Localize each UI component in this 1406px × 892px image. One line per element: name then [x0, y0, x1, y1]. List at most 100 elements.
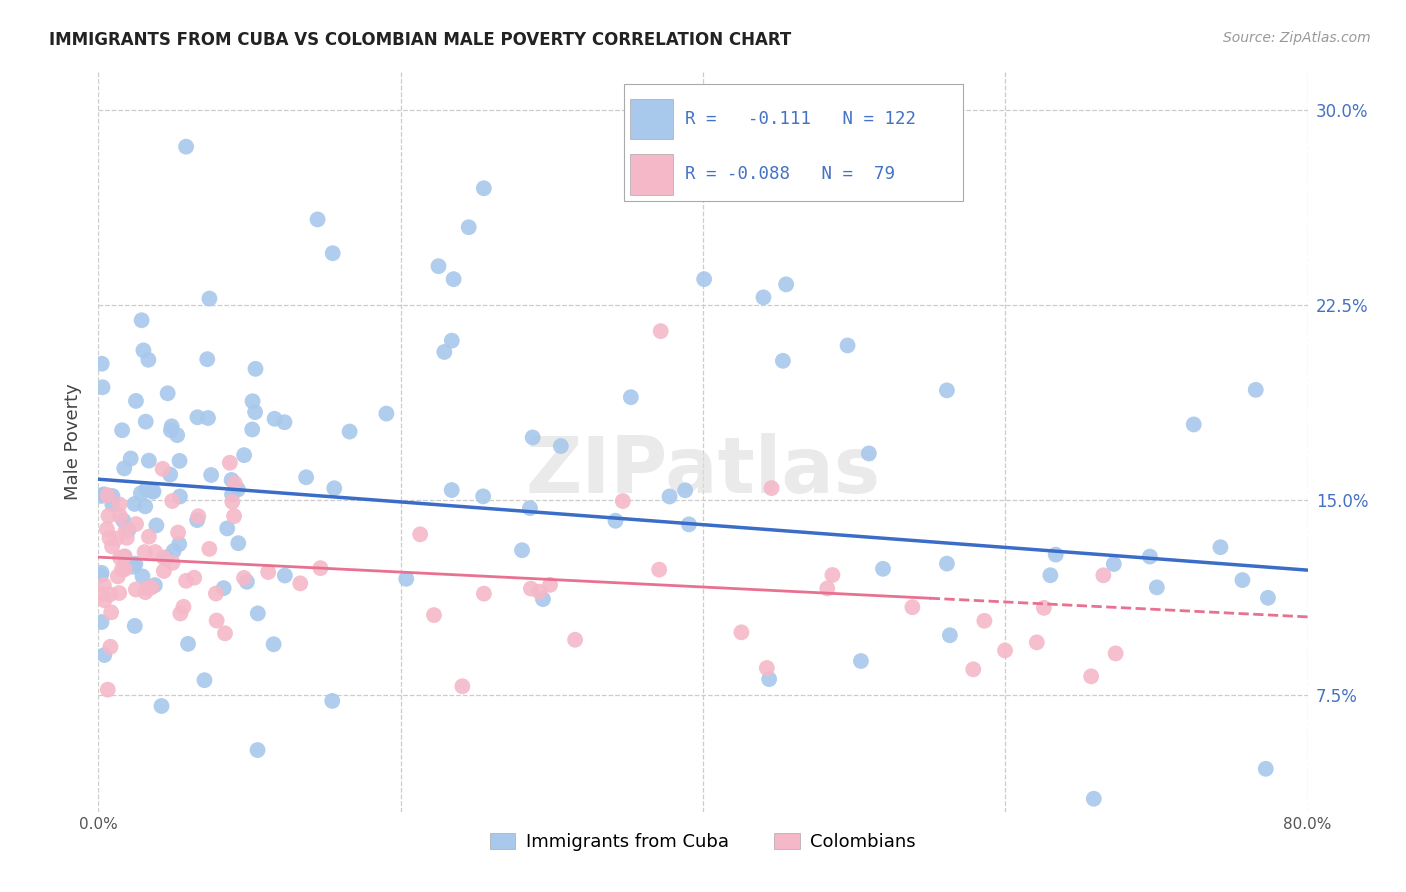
Point — [195, 352, 218, 367]
Point — [143, 545, 166, 559]
Point — [107, 569, 129, 583]
Point — [935, 384, 957, 398]
Point — [174, 574, 197, 588]
Point — [124, 557, 146, 571]
Point — [457, 220, 479, 235]
Point — [693, 272, 716, 286]
Point — [114, 523, 136, 537]
FancyBboxPatch shape — [624, 84, 963, 201]
Point — [443, 272, 465, 286]
Point — [217, 521, 239, 535]
Point — [108, 550, 131, 565]
Point — [1025, 635, 1047, 649]
Point — [160, 423, 183, 437]
Point — [205, 614, 228, 628]
Point — [160, 419, 183, 434]
Point — [152, 550, 174, 565]
Point — [125, 582, 148, 597]
Point — [935, 557, 957, 571]
Point — [240, 422, 263, 436]
Point — [135, 483, 157, 497]
Point — [1104, 647, 1126, 661]
Text: ZIPatlas: ZIPatlas — [526, 434, 880, 509]
Point — [605, 514, 627, 528]
Point — [93, 648, 115, 662]
Point — [730, 625, 752, 640]
Point — [120, 451, 142, 466]
FancyBboxPatch shape — [630, 154, 672, 195]
Point — [962, 662, 984, 676]
Point — [115, 531, 138, 545]
Point — [135, 415, 157, 429]
Point — [90, 357, 112, 371]
Point — [183, 571, 205, 585]
Text: IMMIGRANTS FROM CUBA VS COLOMBIAN MALE POVERTY CORRELATION CHART: IMMIGRANTS FROM CUBA VS COLOMBIAN MALE P… — [49, 31, 792, 49]
Point — [101, 540, 124, 554]
Point — [620, 390, 643, 404]
Point — [678, 517, 700, 532]
Point — [100, 605, 122, 619]
Point — [849, 654, 872, 668]
Point — [658, 490, 681, 504]
Point — [162, 494, 184, 508]
Point — [242, 394, 264, 409]
Point — [973, 614, 995, 628]
Point — [142, 484, 165, 499]
Point — [197, 411, 219, 425]
Point — [939, 628, 962, 642]
Point — [226, 483, 249, 497]
Point — [163, 544, 186, 558]
Point — [93, 487, 115, 501]
Point — [108, 497, 131, 511]
Point — [772, 354, 794, 368]
Point — [423, 608, 446, 623]
Point — [755, 661, 778, 675]
Point — [186, 513, 208, 527]
Point — [134, 585, 156, 599]
Point — [246, 743, 269, 757]
Point — [152, 462, 174, 476]
Point — [274, 568, 297, 582]
Point — [112, 513, 135, 527]
Point — [101, 489, 124, 503]
Point — [1032, 600, 1054, 615]
Point — [93, 578, 115, 592]
Text: Source: ZipAtlas.com: Source: ZipAtlas.com — [1223, 31, 1371, 45]
Point — [100, 640, 122, 654]
Point — [510, 543, 533, 558]
Point — [193, 673, 215, 688]
Point — [648, 563, 671, 577]
Point — [321, 694, 343, 708]
Point — [221, 473, 243, 487]
Point — [91, 380, 114, 394]
Point — [472, 587, 495, 601]
Point — [531, 592, 554, 607]
Point — [409, 527, 432, 541]
Point — [650, 324, 672, 338]
Point — [761, 481, 783, 495]
Point — [114, 549, 136, 564]
Point — [177, 637, 200, 651]
Point — [440, 483, 463, 497]
Point — [257, 565, 280, 579]
Point — [90, 566, 112, 580]
Point — [1182, 417, 1205, 432]
Point — [114, 562, 136, 576]
Point — [143, 578, 166, 592]
Point — [375, 407, 398, 421]
Text: R = -0.088   N =  79: R = -0.088 N = 79 — [685, 165, 894, 183]
Point — [233, 571, 256, 585]
Point — [433, 345, 456, 359]
Point — [166, 428, 188, 442]
Point — [246, 607, 269, 621]
Point — [167, 525, 190, 540]
Point — [138, 453, 160, 467]
Point — [1039, 568, 1062, 582]
Point — [169, 607, 191, 621]
Point — [519, 501, 541, 516]
Point — [994, 643, 1017, 657]
Point — [323, 481, 346, 495]
Point — [198, 541, 221, 556]
Point — [309, 561, 332, 575]
Point — [564, 632, 586, 647]
